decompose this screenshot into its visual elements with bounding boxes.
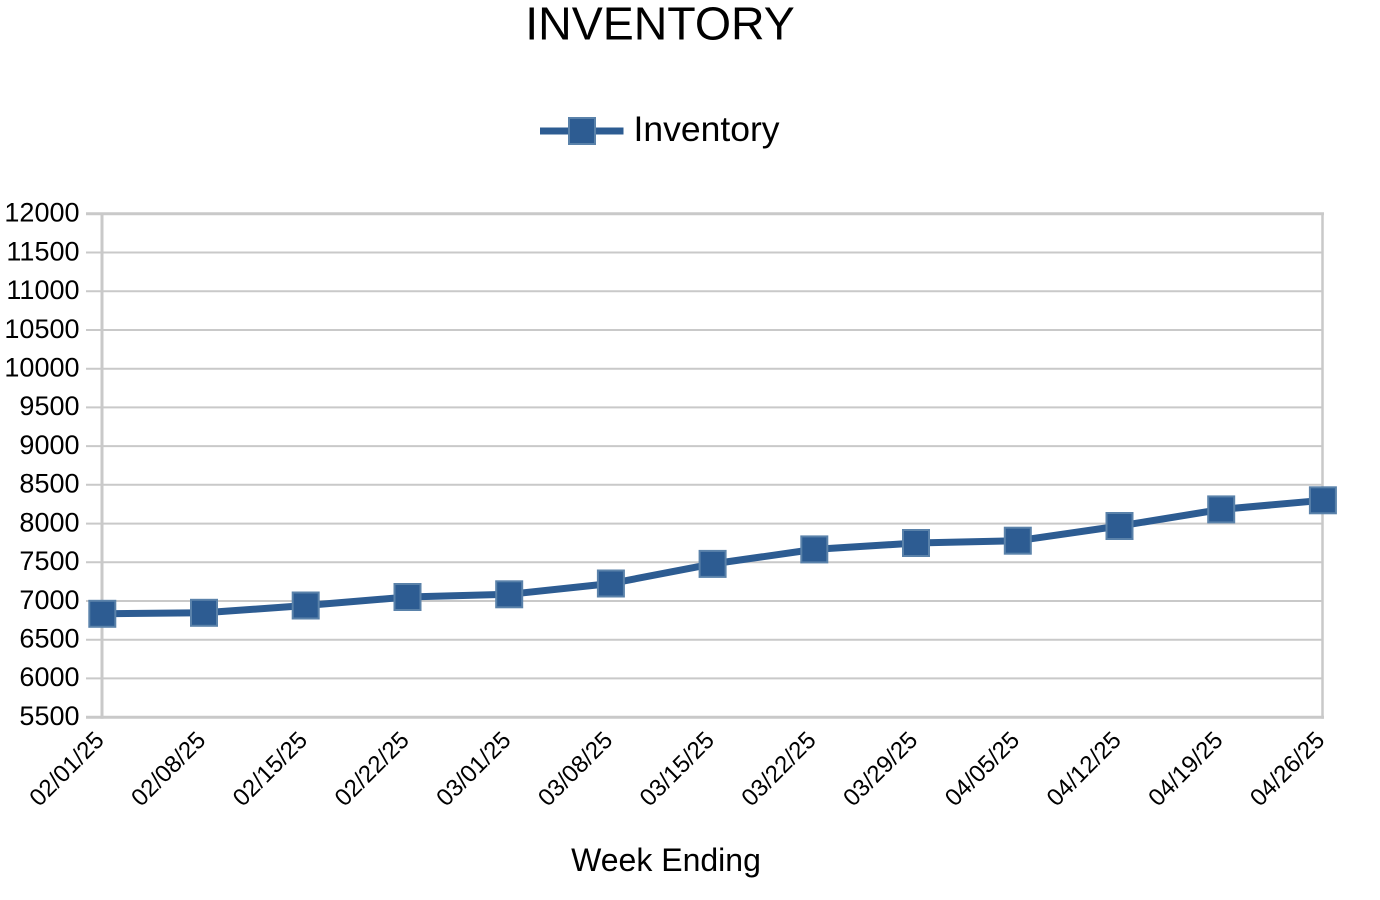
svg-text:5500: 5500 (19, 701, 79, 731)
svg-text:8000: 8000 (19, 507, 79, 537)
svg-text:INVENTORY: INVENTORY (525, 0, 795, 50)
svg-text:7500: 7500 (19, 546, 79, 576)
svg-text:6000: 6000 (19, 662, 79, 692)
svg-text:7000: 7000 (19, 585, 79, 615)
svg-text:Inventory: Inventory (634, 109, 780, 149)
svg-text:9000: 9000 (19, 430, 79, 460)
svg-text:12000: 12000 (4, 198, 79, 228)
svg-text:11000: 11000 (6, 275, 79, 305)
svg-text:10500: 10500 (4, 314, 79, 344)
svg-text:10000: 10000 (4, 353, 79, 383)
svg-text:9500: 9500 (19, 391, 79, 421)
svg-text:8500: 8500 (19, 469, 79, 499)
svg-text:11500: 11500 (6, 236, 79, 266)
svg-text:Week Ending: Week Ending (571, 842, 761, 878)
svg-text:6500: 6500 (19, 624, 79, 654)
